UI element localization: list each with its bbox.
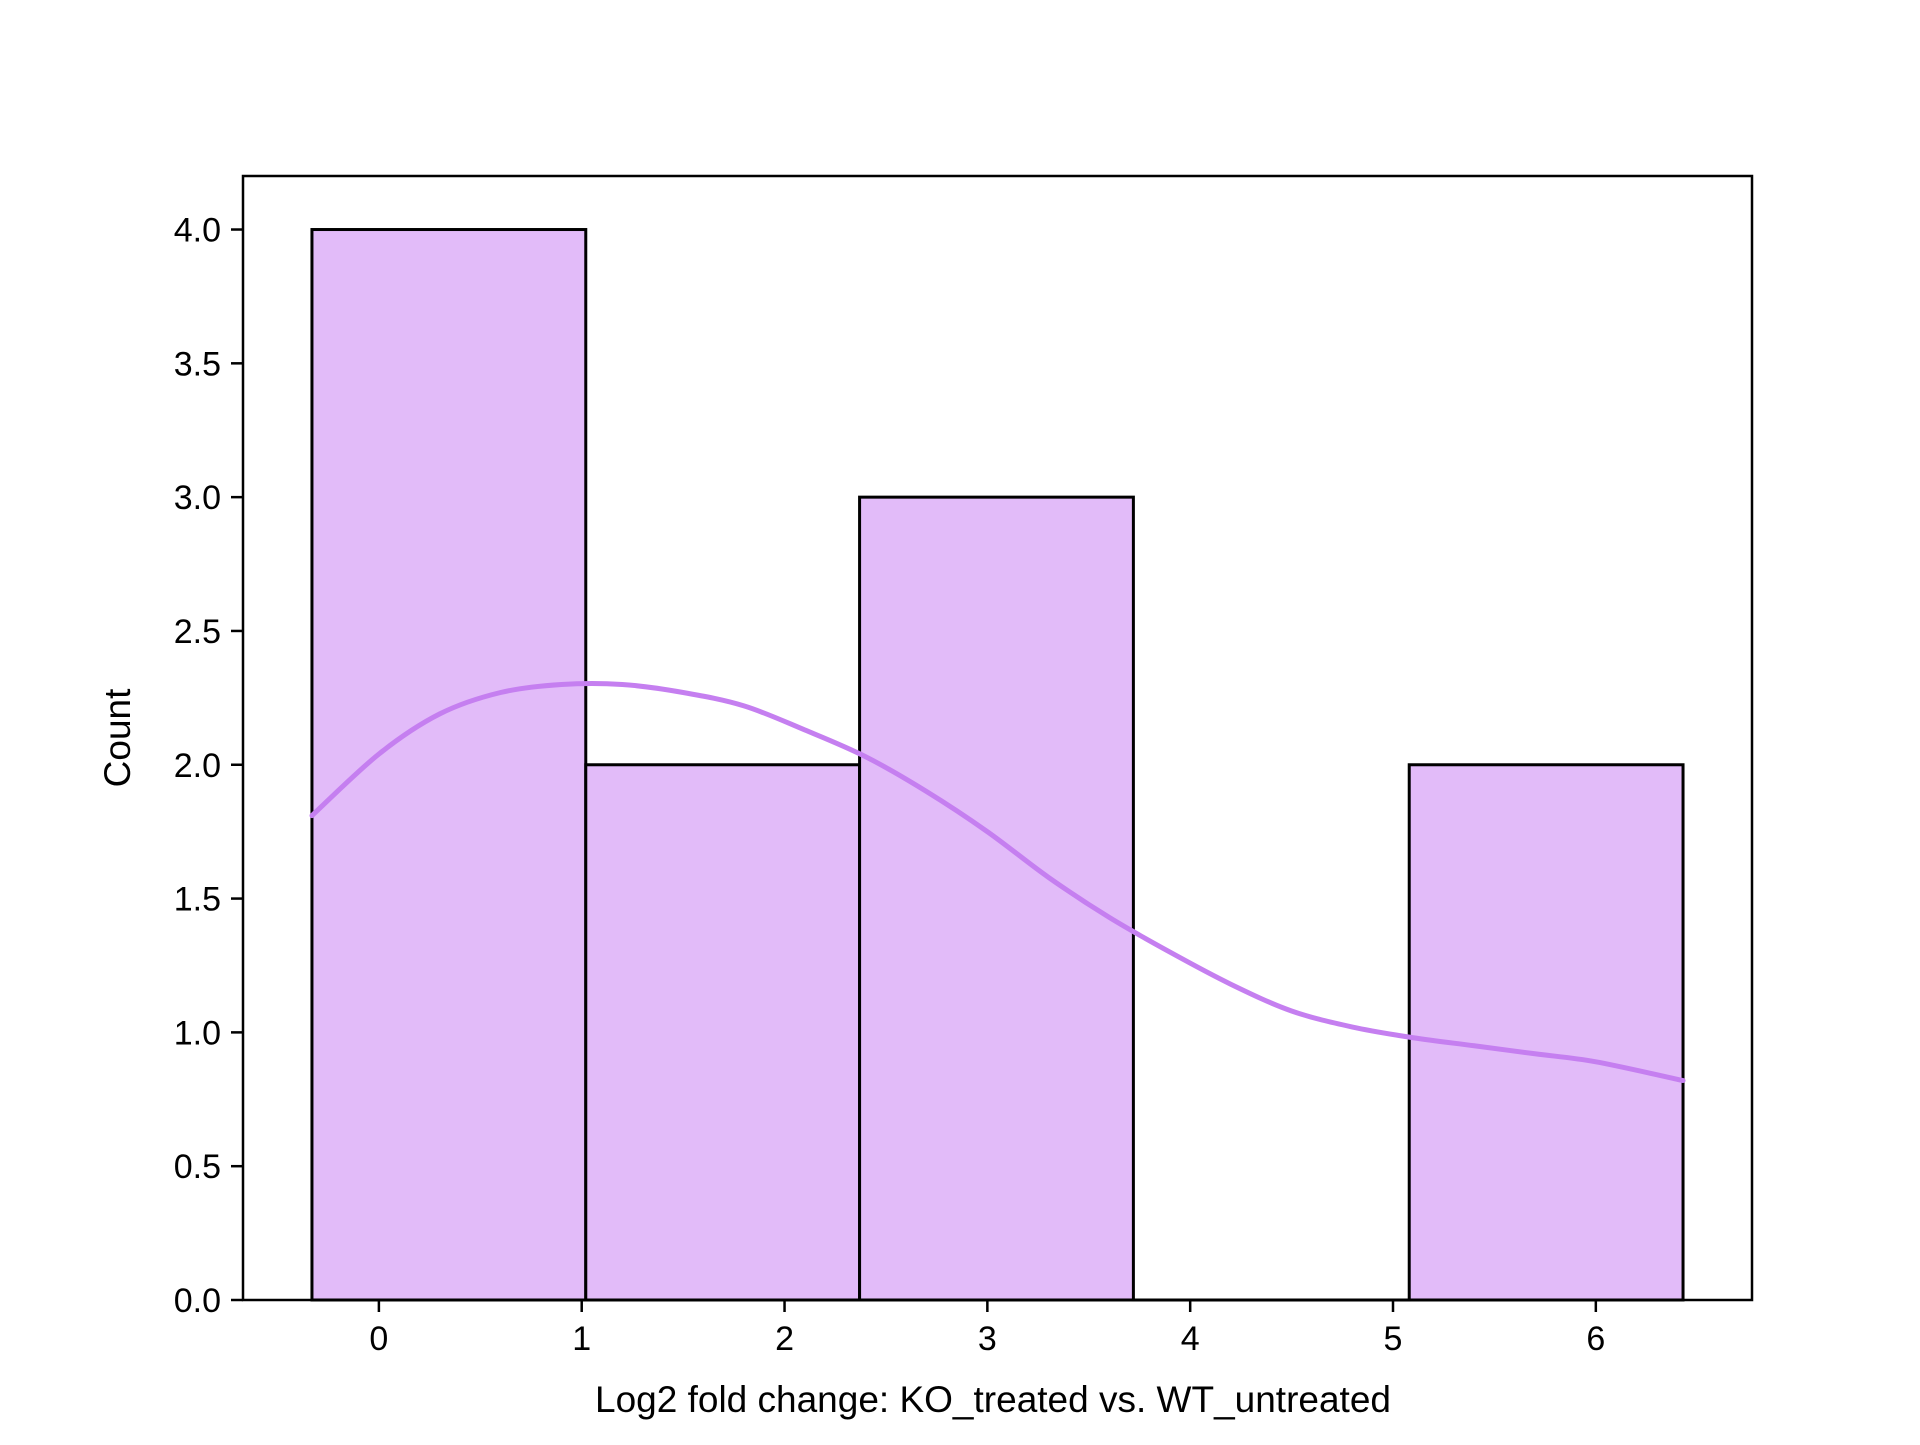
- x-tick-label: 4: [1181, 1320, 1200, 1358]
- histogram-bar: [312, 230, 586, 1300]
- x-tick-label: 6: [1586, 1320, 1605, 1358]
- y-tick-label: 1.5: [174, 881, 221, 919]
- bars-layer: [312, 230, 1683, 1300]
- histogram-bar: [586, 765, 860, 1300]
- y-tick-label: 0.5: [174, 1148, 221, 1186]
- x-tick-label: 2: [775, 1320, 794, 1358]
- histogram-bar: [860, 497, 1134, 1300]
- x-axis-title: Log2 fold change: KO_treated vs. WT_untr…: [595, 1379, 1391, 1420]
- x-tick-label: 3: [978, 1320, 997, 1358]
- y-tick-label: 2.0: [174, 747, 221, 785]
- x-tick-label: 0: [369, 1320, 388, 1358]
- histogram-bar: [1409, 765, 1683, 1300]
- y-tick-label: 3.0: [174, 479, 221, 517]
- x-tick-label: 5: [1384, 1320, 1403, 1358]
- y-tick-label: 1.0: [174, 1014, 221, 1052]
- y-axis-title: Count: [97, 688, 138, 787]
- y-tick-label: 3.5: [174, 345, 221, 383]
- x-tick-label: 1: [572, 1320, 591, 1358]
- y-tick-label: 4.0: [174, 212, 221, 250]
- y-tick-label: 2.5: [174, 613, 221, 651]
- y-tick-label: 0.0: [174, 1282, 221, 1320]
